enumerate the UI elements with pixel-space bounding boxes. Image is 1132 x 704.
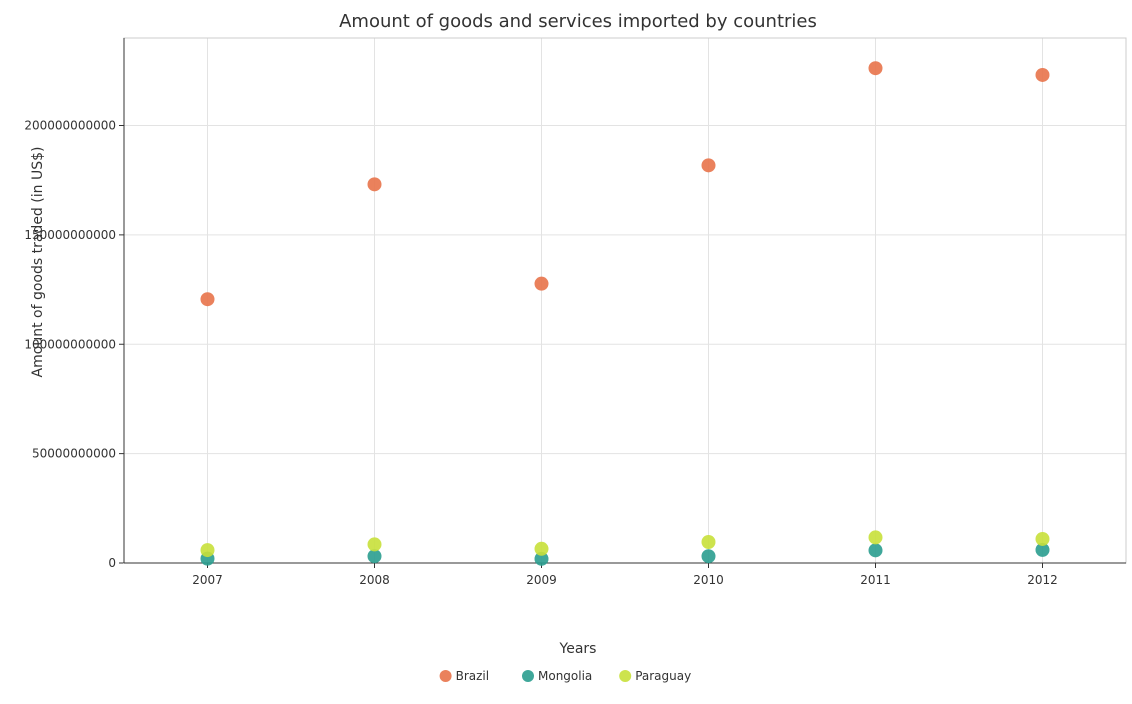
data-point-brazil: [534, 276, 549, 291]
legend: Brazil Mongolia Paraguay: [439, 669, 691, 683]
data-point-mongolia: [868, 543, 883, 558]
y-tick-label: 50000000000: [32, 447, 116, 461]
y-tick-label: 150000000000: [24, 228, 116, 242]
x-tick-label: 2010: [693, 573, 724, 587]
data-point-mongolia: [534, 551, 549, 566]
x-tick-label: 2007: [192, 573, 223, 587]
data-point-paraguay: [200, 543, 215, 558]
data-point-paraguay: [868, 530, 883, 545]
data-point-mongolia: [701, 549, 716, 564]
data-point-paraguay: [1035, 531, 1050, 546]
x-axis-label: Years: [559, 641, 597, 657]
data-point-mongolia: [367, 549, 382, 564]
plot-area: 0 50000000000 100000000000 150000000000 2000…: [24, 37, 1127, 587]
data-point-brazil: [367, 177, 382, 192]
x-tick-label: 2011: [860, 573, 891, 587]
plot-background: [124, 38, 1126, 563]
data-points: [200, 61, 1050, 566]
legend-label-brazil: Brazil: [456, 669, 490, 683]
data-point-brazil: [701, 158, 716, 173]
x-tick-label: 2008: [359, 573, 390, 587]
data-point-brazil: [1035, 67, 1050, 82]
y-axis-label: Amount of goods traded (in US$): [30, 147, 46, 378]
data-point-paraguay: [534, 541, 549, 556]
legend-label-paraguay: Paraguay: [635, 669, 691, 683]
data-point-brazil: [868, 61, 883, 76]
y-tick-label: 200000000000: [24, 119, 116, 133]
data-point-brazil: [200, 292, 215, 307]
chart-title: Amount of goods and services imported by…: [339, 11, 817, 32]
x-tick-label: 2009: [526, 573, 557, 587]
axes: 0 50000000000 100000000000 150000000000 2000…: [24, 37, 1127, 587]
legend-marker-brazil: [439, 670, 452, 682]
data-point-mongolia: [1035, 542, 1050, 557]
y-tick-label: 0: [108, 556, 116, 570]
legend-marker-mongolia: [522, 670, 534, 682]
x-tick-label: 2012: [1027, 573, 1058, 587]
legend-label-mongolia: Mongolia: [538, 669, 592, 683]
legend-marker-paraguay: [619, 670, 632, 682]
data-point-paraguay: [367, 537, 382, 552]
y-tick-label: 100000000000: [24, 337, 116, 351]
data-point-paraguay: [701, 535, 716, 549]
